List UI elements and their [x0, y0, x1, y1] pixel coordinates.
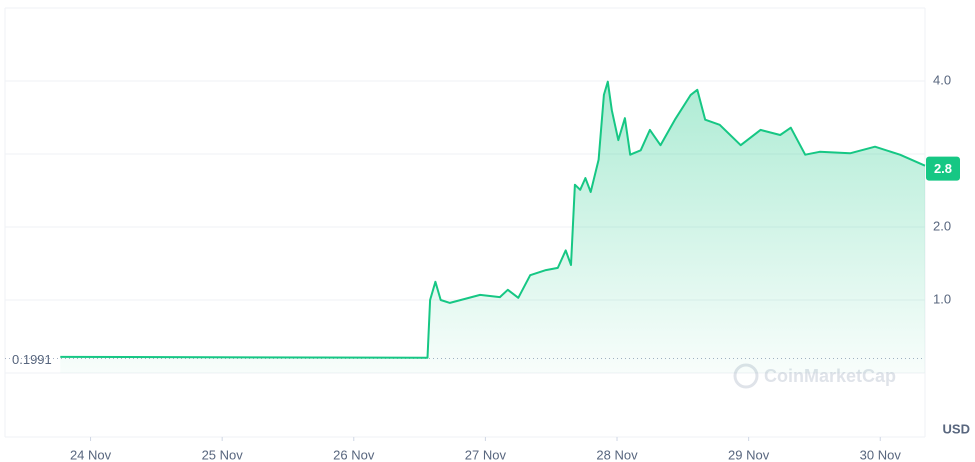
x-tick-label: 28 Nov	[596, 447, 638, 462]
y-tick-label: 2.0	[933, 218, 951, 233]
baseline-label: 0.1991	[12, 352, 52, 367]
current-price-badge	[926, 156, 960, 181]
x-tick-label: 24 Nov	[70, 447, 112, 462]
x-tick-label: 27 Nov	[465, 447, 507, 462]
current-price-label: 2.8	[934, 161, 952, 176]
x-tick-label: 29 Nov	[728, 447, 770, 462]
x-tick-label: 25 Nov	[202, 447, 244, 462]
y-tick-label: 1.0	[933, 291, 951, 306]
x-tick-label: 30 Nov	[860, 447, 902, 462]
x-tick-label: 26 Nov	[333, 447, 375, 462]
price-line	[60, 80, 926, 359]
currency-label: USD	[943, 421, 970, 436]
y-tick-label: 4.0	[933, 72, 951, 87]
area-fill	[60, 81, 925, 373]
